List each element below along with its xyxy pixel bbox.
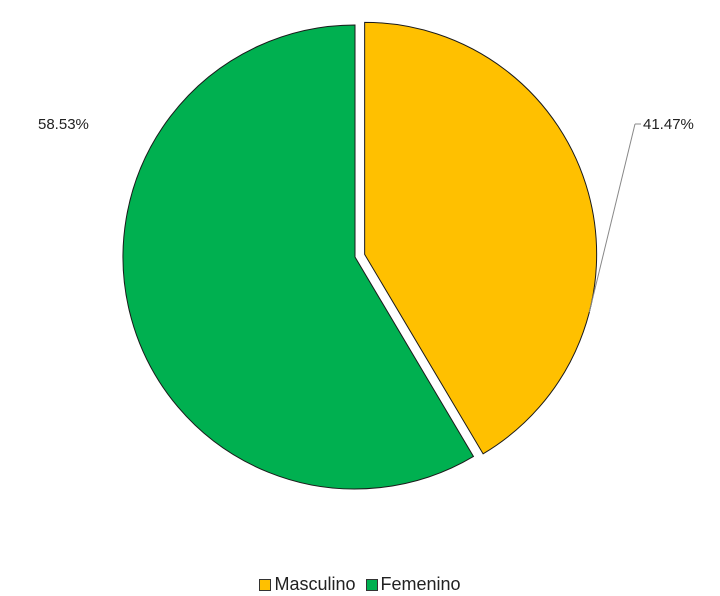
legend-swatch-masculino [259,578,272,591]
pie-slice-masculino [364,21,598,455]
legend-item-masculino: Masculino [259,574,356,595]
pie-slices [122,21,598,490]
legend-label-femenino: Femenino [380,574,461,594]
legend-label-masculino: Masculino [274,574,356,594]
data-label-femenino: 58.53% [38,116,89,133]
data-label-masculino: 41.47% [643,116,694,133]
legend-item-femenino: Femenino [365,574,461,595]
legend: Masculino Femenino [0,574,720,595]
leader-line [588,123,636,313]
legend-swatch-femenino [365,578,378,591]
pie-slice-femenino [122,24,475,490]
